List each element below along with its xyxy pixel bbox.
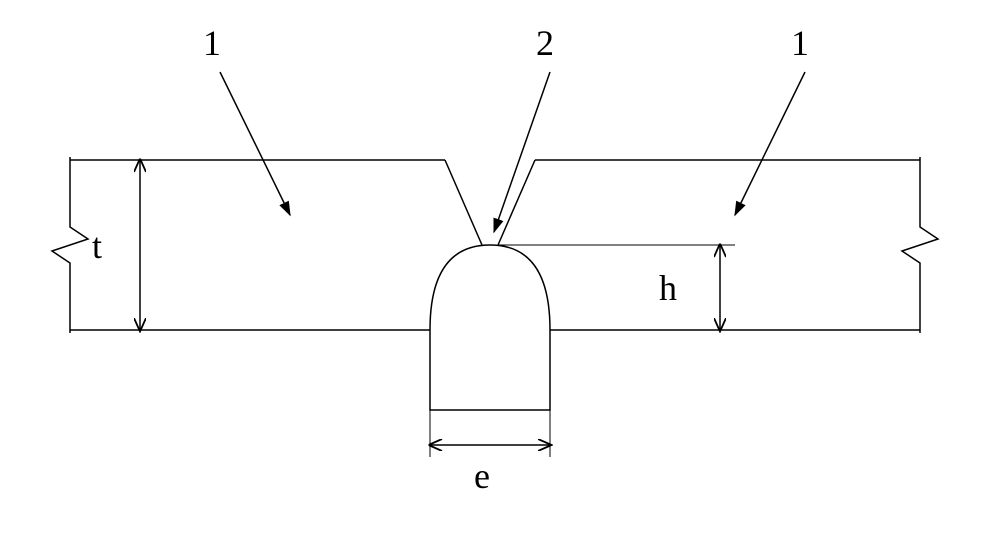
callout-left-label: 1 bbox=[203, 23, 221, 63]
callout-right-leader bbox=[735, 72, 805, 215]
callout-right-label: 1 bbox=[791, 23, 809, 63]
weld-joint-diagram: 1 2 1 t h e bbox=[0, 0, 1000, 545]
backing-bar bbox=[430, 245, 550, 410]
break-line-right bbox=[902, 157, 938, 333]
dim-h-label: h bbox=[659, 268, 677, 308]
break-line-left bbox=[52, 157, 88, 333]
callout-center-leader bbox=[494, 72, 550, 232]
callout-center-label: 2 bbox=[536, 23, 554, 63]
dim-e-label: e bbox=[474, 456, 490, 496]
dim-t-label: t bbox=[92, 226, 102, 266]
groove-face-left bbox=[445, 160, 482, 245]
callout-left-leader bbox=[220, 72, 290, 215]
